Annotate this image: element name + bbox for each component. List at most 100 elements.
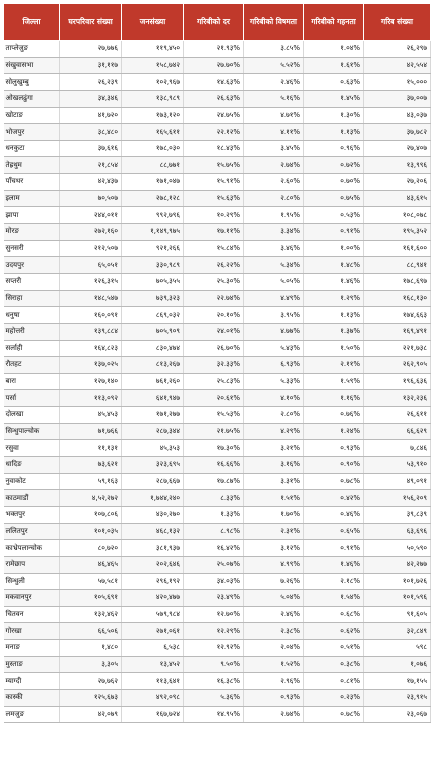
district-name: सिराहा (3, 290, 60, 308)
district-name: नुवाकोट (3, 473, 60, 491)
table-row: भोजपुर ३८,४८० १६५,६११ २२.१२% ४.११% १.१३% ३७,७८… (3, 123, 431, 141)
district-name: सर्लाही (3, 340, 60, 358)
district-name: महोत्तरी (3, 323, 60, 341)
poor-count: १५,००० (363, 73, 431, 91)
poverty-gap: ०.९३% (243, 689, 304, 707)
poor-count: २३,०६७ (363, 706, 431, 724)
poverty-severity: ०.६८% (303, 606, 364, 624)
population: १३,४५२ (121, 656, 184, 674)
poverty-gap: ४.२९% (243, 423, 304, 441)
household-count: २७,७६२ (59, 672, 122, 690)
table-row: मोरङ २७२,१६० १,१४९,९७५ १७.११% ३.३४% ०.९१% १९५,… (3, 223, 431, 241)
household-count: २६,२३९ (59, 73, 122, 91)
poverty-severity: १.५०% (303, 340, 364, 358)
district-name: बारा (3, 373, 60, 391)
district-name: म्याग्दी (3, 672, 60, 690)
household-count: ५७,५८१ (59, 573, 122, 591)
table-row: सिन्धुपाल्चोक ७१,७६६ २८७,३४४ २१.७५% ४.२९% १.२… (3, 423, 431, 441)
poverty-severity: ०.५३% (303, 206, 364, 225)
table-row: सर्लाही १६४,८२३ ८३०,४७४ २६.७०% ५.४३% १.५०% २२१… (3, 340, 431, 358)
poor-count: २६,२९७ (363, 40, 431, 58)
poor-count: ३७,७८२ (363, 123, 431, 141)
household-count: १,४८० (59, 639, 122, 657)
poverty-gap: २.६०% (243, 173, 304, 191)
household-count: ४५,४५३ (59, 406, 122, 424)
table-row: मुस्ताङ ३,३०५ १३,४५२ ९.५०% १.५२% ०.३८% १,०७६ (3, 656, 431, 674)
poor-count: २३,९१५ (363, 689, 431, 707)
poverty-severity: ०.७०% (303, 173, 364, 191)
district-name: रसुवा (3, 439, 60, 458)
population: २७१,०६१ (121, 622, 184, 641)
poor-count: १०८,०७८ (363, 206, 431, 225)
poverty-rate: १२.७०% (183, 606, 244, 624)
poverty-severity: ०.६५% (303, 523, 364, 541)
poverty-gap: २.०४% (243, 639, 304, 657)
poverty-severity: ०.४६% (303, 506, 364, 524)
poverty-gap: ४.४९% (243, 290, 304, 308)
household-count: ५९,१६३ (59, 473, 122, 491)
poverty-rate: १८.४३% (183, 140, 244, 158)
table-row: सिराहा १४८,५४७ ७३९,३२३ २२.७४% ४.४९% १.२९% १६८,… (3, 290, 431, 308)
poverty-gap: १.७०% (243, 506, 304, 524)
poverty-rate: १४.६३% (183, 73, 244, 91)
poverty-gap: १.५२% (243, 656, 304, 674)
table-row: सिन्धुली ५७,५८१ २९६,१९२ ३४.०३% ७.२६% २.१८% १०१… (3, 573, 431, 591)
poverty-rate: २१.९३% (183, 40, 244, 58)
household-count: ३१,११७ (59, 57, 122, 75)
poverty-gap: ४.७७% (243, 323, 304, 341)
population: ८६९,०३२ (121, 306, 184, 324)
poverty-severity: ०.३८% (303, 656, 364, 674)
poverty-severity: ०.८१% (303, 672, 364, 690)
household-count: १६०,०९१ (59, 306, 122, 324)
table-row: चितवन १३२,४६२ ५७९,९८४ १२.७०% २.४६% ०.६८% ९१,६०… (3, 606, 431, 624)
district-name: मनाङ (3, 639, 60, 657)
poverty-gap: २.९६% (243, 672, 304, 690)
poverty-severity: ०.७२% (303, 156, 364, 175)
poor-count: १६८,१३० (363, 290, 431, 308)
poverty-rate: ३२.३३% (183, 356, 244, 374)
header-poverty-severity: गरिबीको गहनता (303, 3, 364, 41)
table-row: धादिङ ७३,६२१ ३२३,६९५ १६.६६% ३.१६% ०.९०% ५३,९१० (3, 456, 431, 474)
district-name: खोटाङ (3, 107, 60, 125)
population: ११३,६४१ (121, 672, 184, 690)
household-count: ४२,४३७ (59, 173, 122, 191)
poverty-severity: १.३७% (303, 323, 364, 341)
population: ४५,३५३ (121, 439, 184, 458)
header-poverty-gap: गरिबीको विषमता (243, 3, 304, 41)
poverty-rate: १६.३८% (183, 672, 244, 690)
population: ४६८,१३२ (121, 523, 184, 541)
poverty-severity: ०.९१% (303, 539, 364, 557)
household-count: १०५,६९१ (59, 589, 122, 607)
poverty-rate: १६.४२% (183, 539, 244, 557)
table-row: रसुवा ११,१३१ ४५,३५३ १७.३०% ३.२१% ०.९३% ७,८४६ (3, 439, 431, 458)
household-count: ६५,०५१ (59, 256, 122, 274)
poverty-rate: २५.३०% (183, 273, 244, 291)
household-count: ३४,३४६ (59, 90, 122, 108)
poverty-severity: १.४६% (303, 273, 364, 291)
population: २८७,६६७ (121, 473, 184, 491)
district-name: सोलुखुम्बु (3, 73, 60, 91)
district-name: मोरङ (3, 223, 60, 241)
household-count: ४२,०७९ (59, 706, 122, 724)
population: ३३०,९८९ (121, 256, 184, 274)
household-count: १४८,५४७ (59, 290, 122, 308)
poverty-gap: ३.१६% (243, 456, 304, 474)
population: १५८,७४२ (121, 57, 184, 75)
district-name: पर्सा (3, 389, 60, 408)
header-district: जिल्ला (3, 3, 60, 41)
population: ७०५,३५५ (121, 273, 184, 291)
table-row: कास्की १२५,६७३ ४९२,०९८ ५.३६% ०.९३% ०.२३% २३,९१… (3, 689, 431, 707)
district-name: भोजपुर (3, 123, 60, 141)
poverty-rate: १०.२९% (183, 206, 244, 225)
district-name: सप्तरी (3, 273, 60, 291)
district-name: गोरखा (3, 622, 60, 641)
poor-count: २७,४०७ (363, 140, 431, 158)
table-row: मनाङ १,४८० ६,५३८ १२.९२% २.०४% ०.५१% ५९८ (3, 639, 431, 657)
poverty-gap: २.७४% (243, 706, 304, 724)
population: ३२३,६९५ (121, 456, 184, 474)
district-name: रामेछाप (3, 556, 60, 574)
poor-count: १९६,६३६ (363, 373, 431, 391)
table-row: रौतहट १३७,०२५ ८१३,२६७ ३२.३३% ६.९३% २.११% २६२,९… (3, 356, 431, 374)
household-count: ३,३०५ (59, 656, 122, 674)
table-row: ओखलढुंगा ३४,३४६ १३८,९८९ २६.६३% ५.१६% १.४५% ३७,… (3, 90, 431, 108)
